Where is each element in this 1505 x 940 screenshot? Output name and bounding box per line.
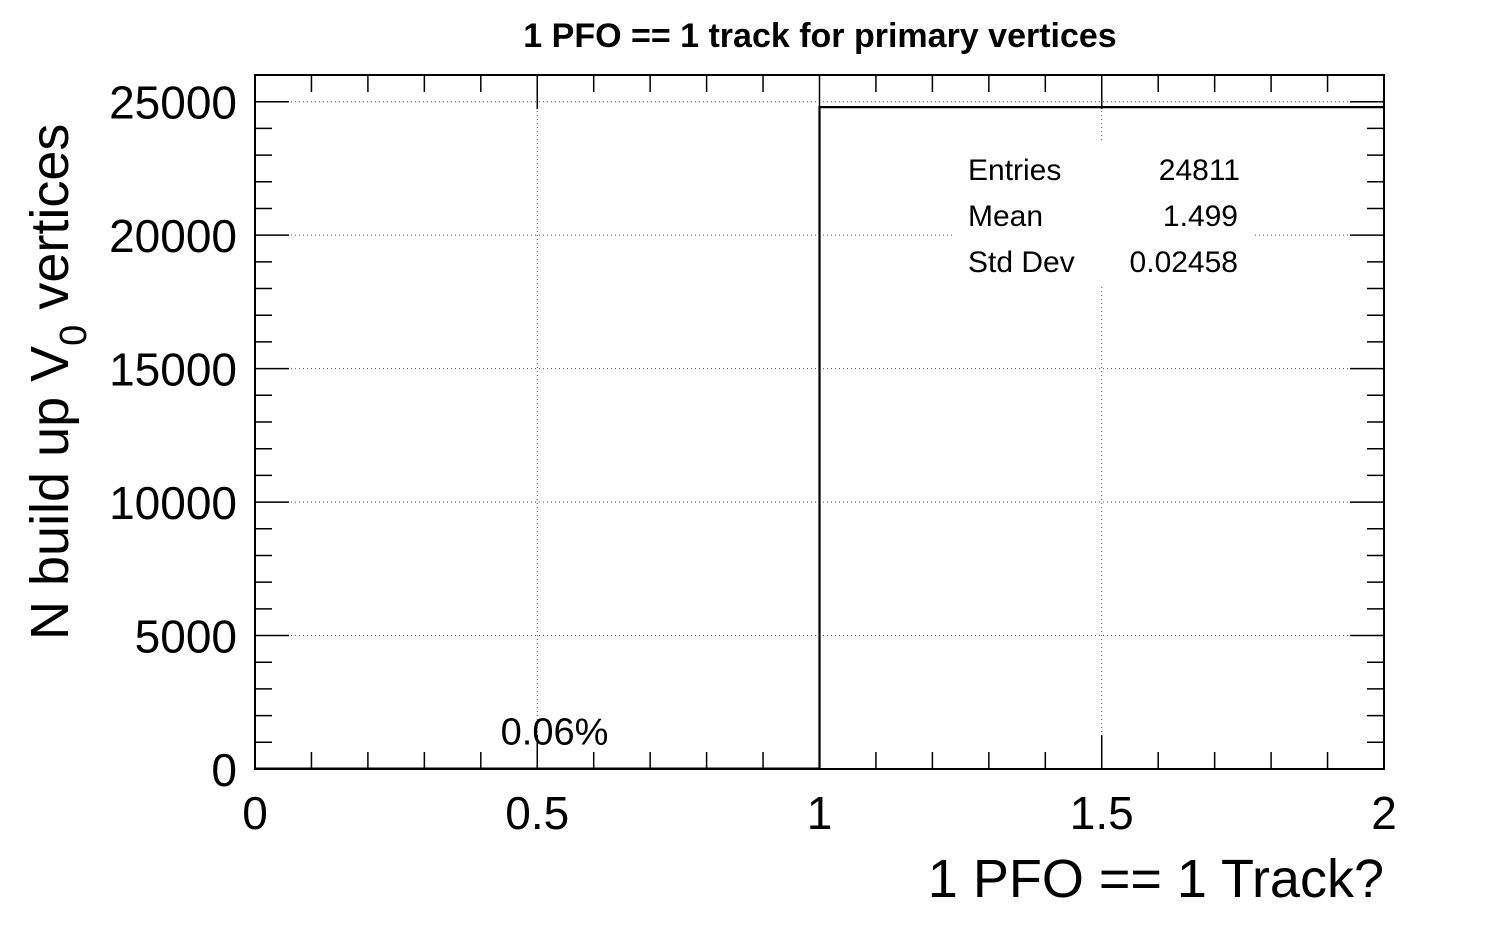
x-tick-label: 1.5: [1070, 787, 1134, 839]
y-tick-label: 10000: [109, 477, 237, 529]
y-axis-label: N build up V0 vertices: [20, 124, 95, 640]
chart-title: 1 PFO == 1 track for primary vertices: [523, 17, 1116, 55]
stats-stddev-value: 0.02458: [1130, 246, 1238, 279]
stats-mean-label: Mean: [968, 200, 1043, 233]
bin-percentage-label: 0.06%: [501, 711, 609, 753]
y-tick-label: 15000: [109, 344, 237, 396]
y-tick-label: 25000: [109, 77, 237, 129]
y-tick-label: 0: [211, 744, 237, 796]
stats-stddev-label: Std Dev: [968, 246, 1075, 279]
x-tick-label: 2: [1371, 787, 1397, 839]
x-axis-label: 1 PFO == 1 Track?: [928, 849, 1384, 909]
stats-box: Entries 24811 Mean 1.499 Std Dev 0.02458: [955, 142, 1255, 284]
x-tick-label: 1: [807, 787, 833, 839]
axes: 0 0.5 1 1.5 2 0 5000 10000 15000 20000 25000: [109, 74, 1397, 839]
y-tick-label: 5000: [135, 611, 237, 663]
stats-entries-label: Entries: [968, 154, 1061, 187]
annotations: 0.06%: [501, 711, 609, 753]
y-tick-label: 20000: [109, 210, 237, 262]
stats-box-background: [955, 142, 1255, 284]
x-tick-label: 0: [242, 787, 268, 839]
stats-entries-value: 24811: [1159, 154, 1240, 187]
y-axis-label-suffix: vertices: [20, 124, 80, 325]
y-axis-label-main: N build up V: [20, 346, 80, 640]
x-tick-label: 0.5: [505, 787, 569, 839]
y-axis-label-subscript: 0: [53, 325, 95, 346]
stats-mean-value: 1.499: [1163, 200, 1238, 233]
